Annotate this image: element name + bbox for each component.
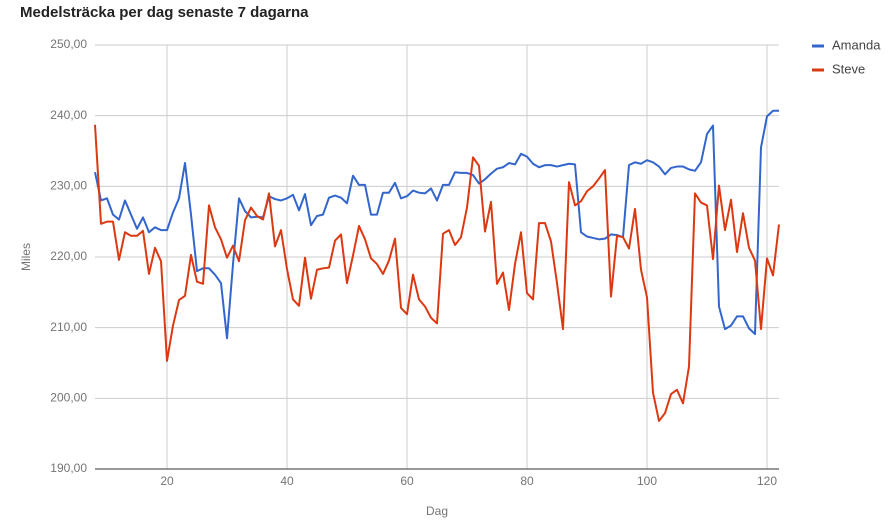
y-tick-label: 230,00 <box>50 179 87 193</box>
series-line <box>94 124 780 422</box>
series-line <box>94 109 779 340</box>
y-tick-label: 240,00 <box>50 108 87 122</box>
chart-title: Medelsträcka per dag senaste 7 dagarna <box>20 4 309 21</box>
x-tick-label: 120 <box>757 474 777 488</box>
legend-label: Steve <box>832 61 865 76</box>
x-tick-label: 80 <box>520 474 534 488</box>
x-tick-label: 100 <box>637 474 657 488</box>
y-tick-label: 220,00 <box>50 249 87 263</box>
x-axis-title: Dag <box>426 504 448 518</box>
y-tick-label: 210,00 <box>50 320 87 334</box>
y-tick-label: 200,00 <box>50 391 87 405</box>
y-tick-label: 190,00 <box>50 461 87 475</box>
x-tick-label: 60 <box>400 474 414 488</box>
x-tick-label: 20 <box>160 474 174 488</box>
y-axis-title: Miles <box>19 243 33 271</box>
legend-label: Amanda <box>832 37 881 52</box>
x-tick-label: 40 <box>280 474 294 488</box>
y-tick-label: 250,00 <box>50 37 87 51</box>
